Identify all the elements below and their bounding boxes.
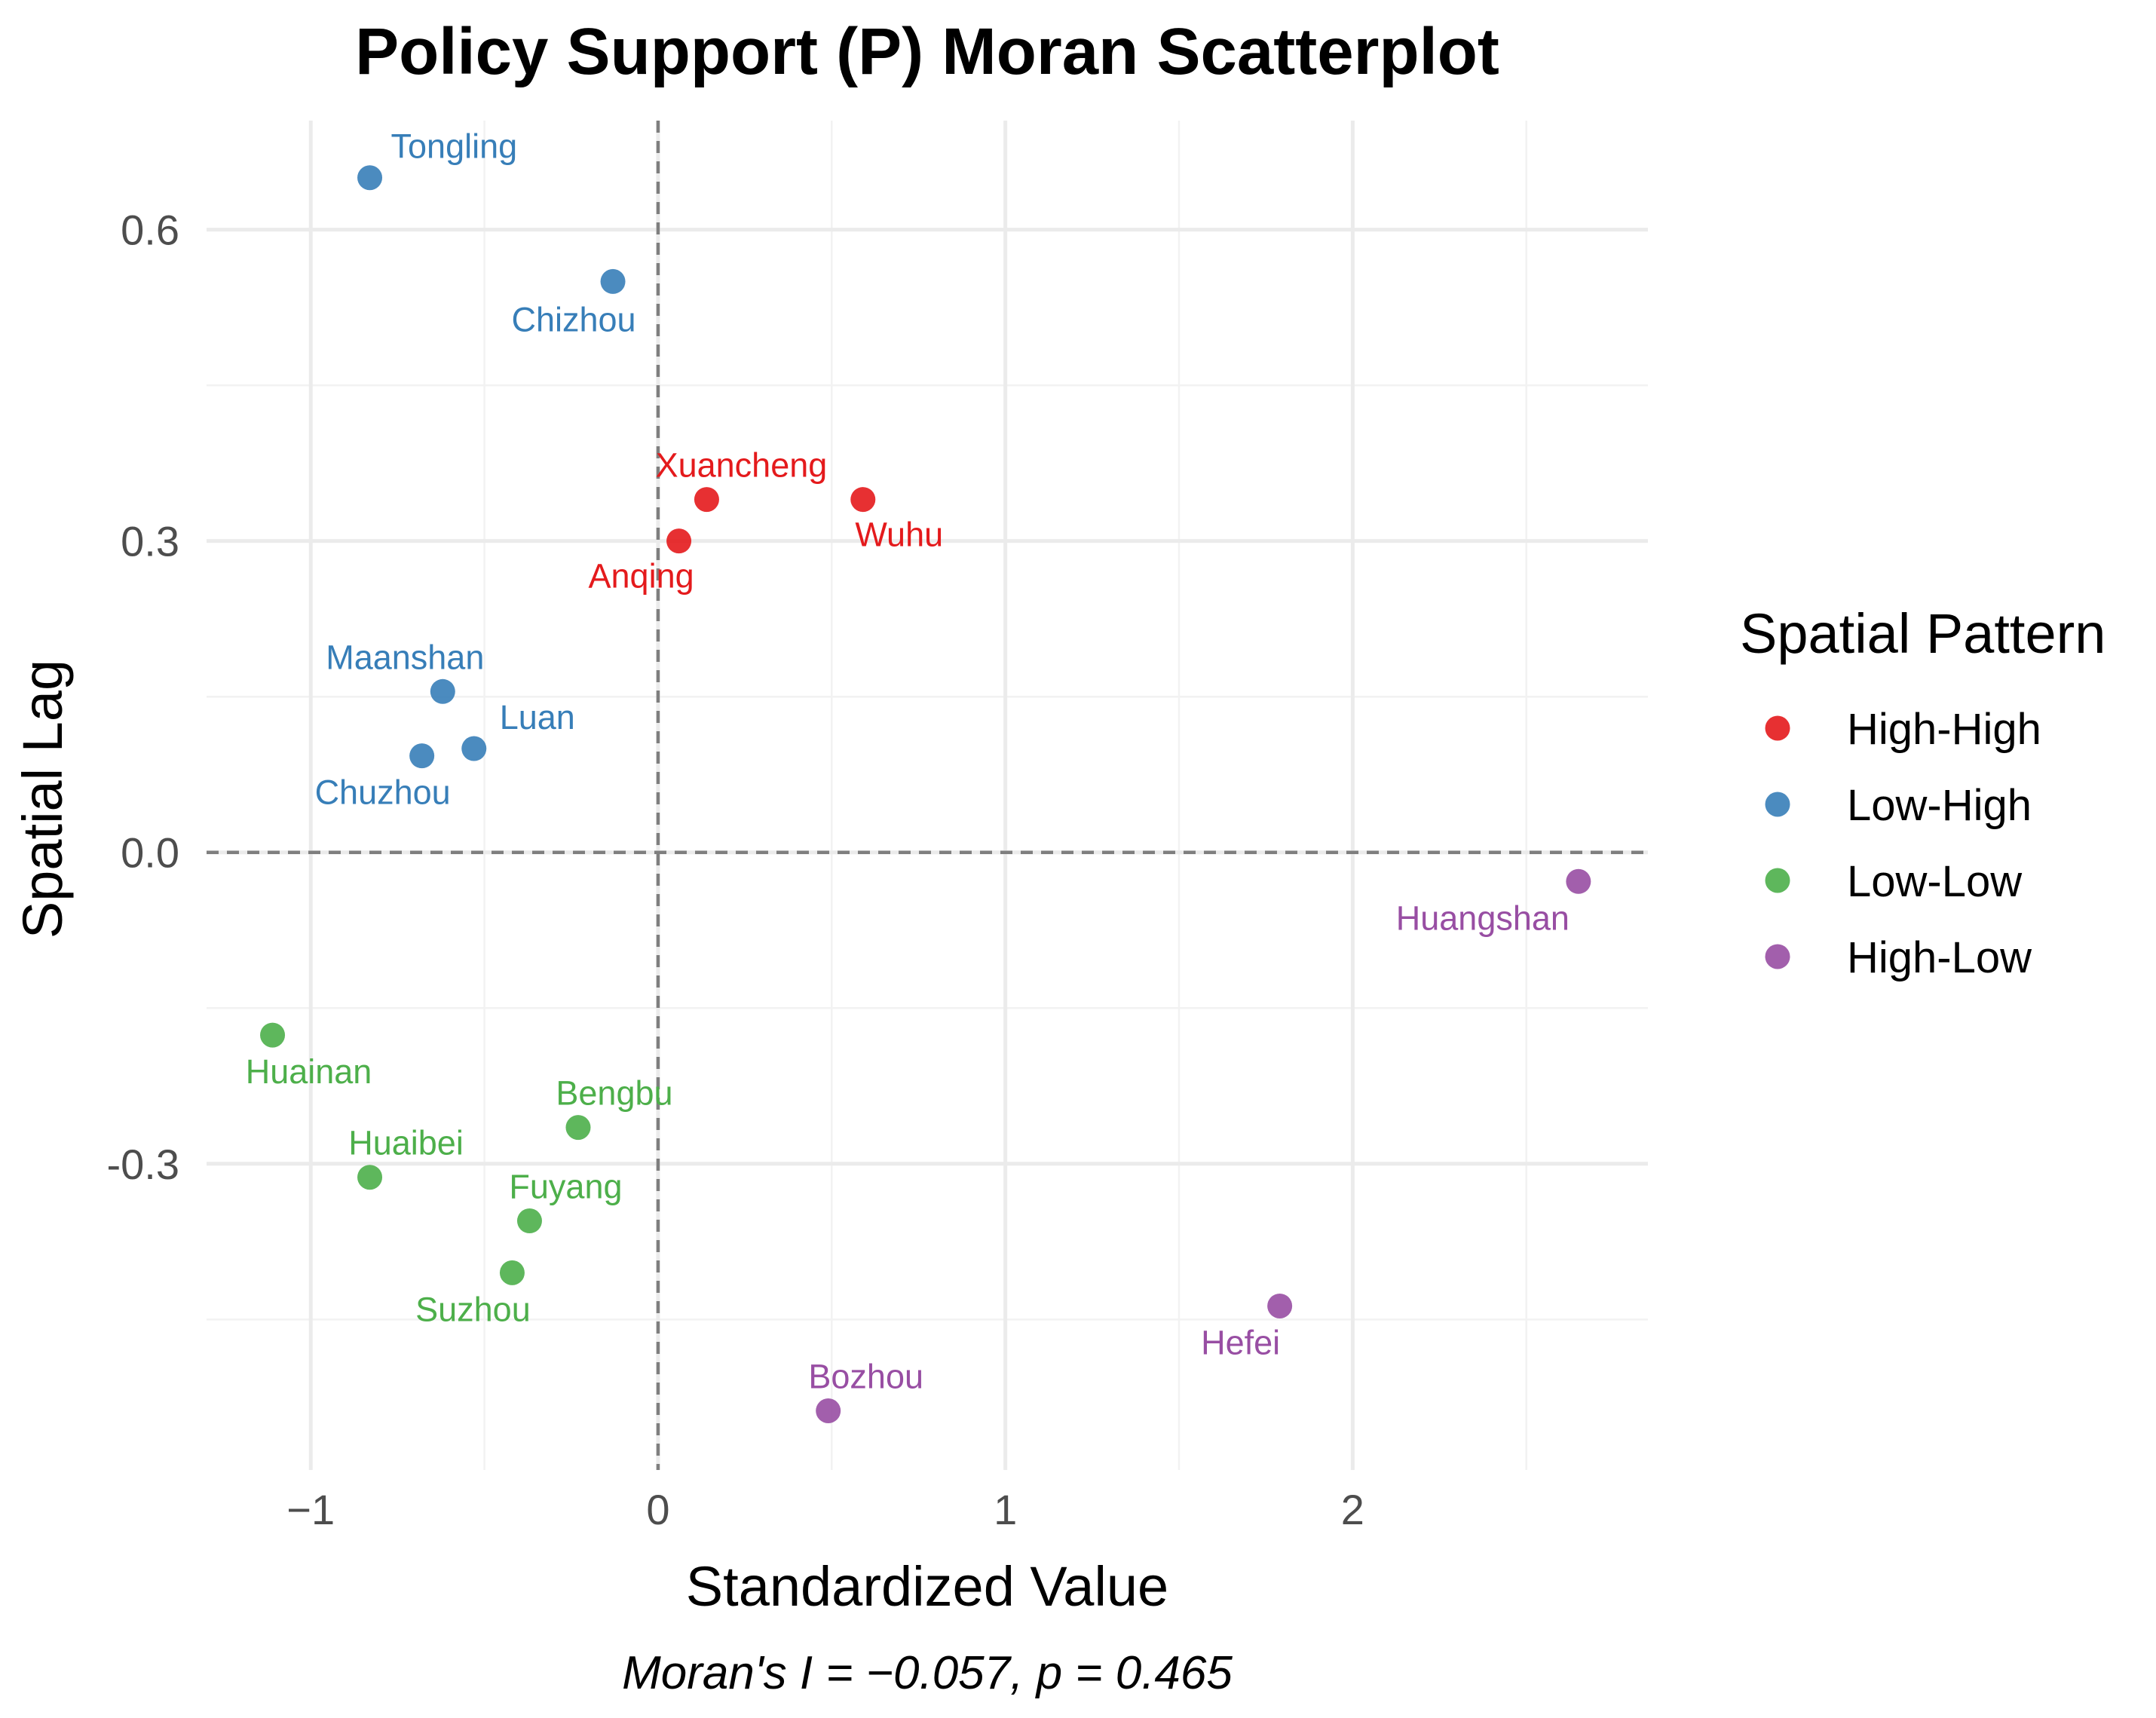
point-fuyang bbox=[516, 1208, 542, 1234]
point-label-suzhou: Suzhou bbox=[415, 1290, 531, 1328]
moran-statistic-caption: Moran's I = −0.057, p = 0.465 bbox=[622, 1647, 1233, 1699]
x-tick-label: 2 bbox=[1341, 1486, 1364, 1533]
point-huaibei bbox=[357, 1165, 383, 1190]
legend-key-low-low bbox=[1765, 868, 1790, 893]
legend-title: Spatial Pattern bbox=[1740, 602, 2105, 665]
legend-label-low-low: Low-Low bbox=[1847, 857, 2023, 906]
point-chuzhou bbox=[409, 743, 435, 769]
x-axis-ticks: −1 0 1 2 bbox=[286, 1486, 1364, 1533]
point-maanshan bbox=[430, 678, 455, 704]
legend-key-high-high bbox=[1765, 715, 1790, 741]
legend-label-high-high: High-High bbox=[1847, 705, 2041, 754]
point-tongling bbox=[357, 165, 383, 191]
data-points bbox=[260, 165, 1591, 1424]
point-xuancheng bbox=[694, 487, 719, 513]
point-label-xuancheng: Xuancheng bbox=[656, 446, 828, 485]
x-tick-label: 0 bbox=[646, 1486, 669, 1533]
point-label-huainan: Huainan bbox=[246, 1052, 372, 1091]
x-axis-title: Standardized Value bbox=[686, 1555, 1168, 1618]
point-wuhu bbox=[850, 487, 876, 513]
point-huangshan bbox=[1566, 868, 1591, 894]
point-luan bbox=[461, 736, 487, 761]
point-labels: Tongling Chizhou Xuancheng Wuhu Anqing Maansh… bbox=[246, 127, 1570, 1396]
point-label-bozhou: Bozhou bbox=[808, 1358, 923, 1396]
point-label-maanshan: Maanshan bbox=[326, 638, 484, 676]
point-chizhou bbox=[600, 268, 626, 294]
point-bozhou bbox=[816, 1398, 841, 1424]
point-label-chizhou: Chizhou bbox=[511, 300, 635, 338]
y-tick-label: -0.3 bbox=[107, 1141, 180, 1188]
legend-key-high-low bbox=[1765, 944, 1790, 969]
x-tick-label: −1 bbox=[286, 1486, 335, 1533]
point-label-fuyang: Fuyang bbox=[509, 1168, 622, 1206]
point-anqing bbox=[666, 528, 692, 554]
legend: Spatial Pattern High-High Low-High Low-Low… bbox=[1740, 602, 2105, 982]
point-label-anqing: Anqing bbox=[589, 557, 694, 596]
point-hefei bbox=[1267, 1293, 1293, 1318]
point-label-bengbu: Bengbu bbox=[556, 1074, 672, 1113]
point-huainan bbox=[260, 1022, 286, 1048]
y-tick-label: 0.0 bbox=[121, 829, 179, 877]
point-label-tongling: Tongling bbox=[391, 127, 518, 166]
point-label-huangshan: Huangshan bbox=[1396, 899, 1570, 937]
y-tick-label: 0.3 bbox=[121, 518, 179, 565]
point-label-chuzhou: Chuzhou bbox=[315, 773, 451, 812]
point-suzhou bbox=[499, 1260, 525, 1285]
legend-label-low-high: Low-High bbox=[1847, 781, 2032, 830]
legend-label-high-low: High-Low bbox=[1847, 933, 2032, 982]
x-tick-label: 1 bbox=[994, 1486, 1017, 1533]
point-bengbu bbox=[565, 1115, 591, 1141]
reference-lines bbox=[207, 121, 1648, 1470]
y-tick-label: 0.6 bbox=[121, 207, 179, 254]
point-label-hefei: Hefei bbox=[1201, 1323, 1280, 1361]
point-label-huaibei: Huaibei bbox=[348, 1124, 464, 1162]
point-label-luan: Luan bbox=[500, 698, 575, 737]
plot-panel: Tongling Chizhou Xuancheng Wuhu Anqing Maansh… bbox=[207, 121, 1648, 1470]
y-axis-title: Spatial Lag bbox=[11, 660, 74, 939]
point-label-wuhu: Wuhu bbox=[855, 516, 943, 554]
legend-key-low-high bbox=[1765, 792, 1790, 817]
chart-title: Policy Support (P) Moran Scatterplot bbox=[355, 15, 1499, 88]
y-axis-ticks: -0.3 0.0 0.3 0.6 bbox=[107, 207, 180, 1188]
